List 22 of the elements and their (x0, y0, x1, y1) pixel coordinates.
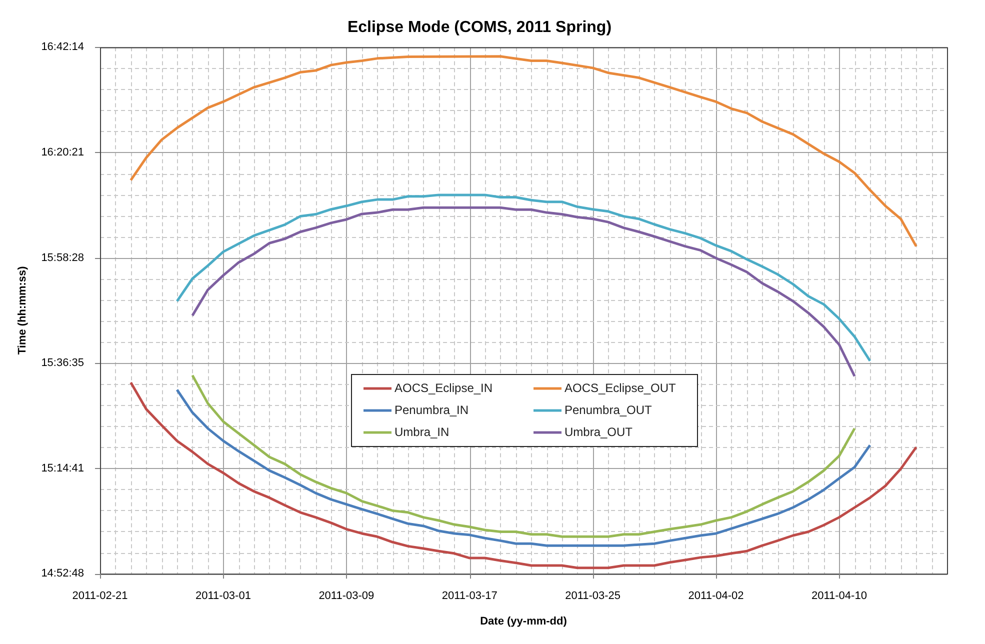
y-tick-label: 15:36:35 (41, 357, 84, 370)
x-tick-label: 2011-03-17 (442, 590, 498, 602)
x-axis-title: Date (yy-mm-dd) (480, 615, 568, 628)
legend-label: AOCS_Eclipse_OUT (564, 380, 677, 395)
legend-label: Penumbra_OUT (564, 402, 653, 417)
legend-label: Umbra_OUT (564, 424, 634, 439)
x-tick-label: 2011-02-21 (72, 590, 128, 602)
y-tick-label: 15:14:41 (41, 462, 84, 474)
x-tick-label: 2011-03-25 (565, 590, 621, 602)
x-tick-label: 2011-03-01 (195, 590, 251, 602)
x-tick-label: 2011-03-09 (318, 590, 374, 602)
y-tick-label: 15:58:28 (41, 252, 84, 264)
legend-label: Umbra_IN (394, 424, 450, 439)
legend-label: AOCS_Eclipse_IN (394, 380, 493, 395)
y-tick-label: 16:42:14 (41, 41, 84, 54)
y-tick-label: 14:52:48 (41, 568, 84, 580)
x-tick-label: 2011-04-10 (811, 590, 867, 602)
y-axis-title: Time (hh:mm:ss) (16, 266, 29, 355)
chart-title: Eclipse Mode (COMS, 2011 Spring) (347, 19, 612, 36)
y-tick-label: 16:20:21 (41, 146, 84, 158)
x-tick-label: 2011-04-02 (688, 590, 744, 602)
legend-label: Penumbra_IN (394, 402, 469, 417)
